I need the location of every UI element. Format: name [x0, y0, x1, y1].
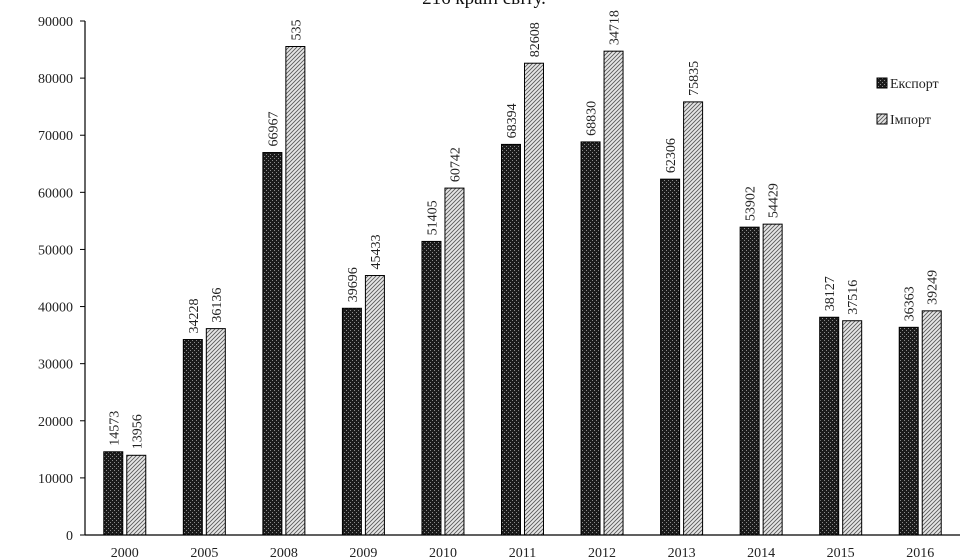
- bar-import-2000: [126, 454, 147, 536]
- chart-title: 216 країн світу.: [0, 0, 968, 10]
- data-label-import-2015: 37516: [846, 280, 861, 315]
- bar-group-2000: 14573 13956: [103, 411, 147, 536]
- x-tick-label: 2012: [588, 546, 616, 560]
- x-tick-label: 2008: [270, 546, 298, 560]
- legend-swatch-import: [876, 113, 888, 125]
- data-label-export-2016: 36363: [903, 286, 918, 321]
- bar-import-2013: [683, 101, 704, 536]
- y-tick-label: 0: [66, 529, 73, 544]
- legend: Експорт Імпорт: [876, 77, 939, 128]
- legend-swatch-export: [876, 77, 888, 89]
- bar-import-2009: [364, 275, 385, 536]
- y-tick-label: 90000: [38, 15, 73, 30]
- y-tick-label: 20000: [38, 415, 73, 430]
- bar-group-2012: 68830 34718: [580, 10, 624, 536]
- data-label-import-2012: 34718: [608, 10, 623, 45]
- bar-import-2015: [842, 320, 863, 536]
- data-label-export-2012: 68830: [585, 101, 600, 136]
- data-label-import-2014: 54429: [767, 183, 782, 218]
- x-tick-label: 2011: [509, 546, 536, 560]
- data-label-import-2013: 75835: [687, 61, 702, 96]
- bar-import-2012: [603, 50, 624, 536]
- bar-export-2011: [501, 143, 521, 536]
- bar-export-2009: [341, 307, 362, 536]
- bar-import-2011: [524, 62, 544, 536]
- x-tick-label: 2016: [906, 546, 934, 560]
- bar-import-2010: [444, 187, 465, 536]
- legend-label-import: Імпорт: [890, 113, 931, 128]
- data-label-export-2015: 38127: [823, 276, 838, 311]
- bar-export-2012: [580, 141, 601, 536]
- bar-group-2009: 39696 45433: [341, 235, 385, 536]
- data-label-import-2016: 39249: [926, 270, 941, 305]
- x-tick-label: 2013: [668, 546, 696, 560]
- bar-import-2005: [205, 328, 226, 536]
- legend-label-export: Експорт: [890, 77, 939, 92]
- x-tick-label: 2005: [190, 546, 218, 560]
- data-label-import-2010: 60742: [448, 147, 463, 182]
- y-tick-label: 30000: [38, 358, 73, 373]
- x-tick-label: 2010: [429, 546, 457, 560]
- y-tick-label: 80000: [38, 72, 73, 87]
- y-tick-label: 50000: [38, 243, 73, 258]
- x-tick-label: 2009: [349, 546, 377, 560]
- data-label-export-2000: 14573: [107, 411, 122, 446]
- data-label-import-2008: 535: [289, 20, 304, 41]
- x-tick-label: 2000: [111, 546, 139, 560]
- data-label-export-2011: 68394: [505, 103, 520, 138]
- bar-group-2010: 51405 60742: [421, 147, 465, 536]
- data-label-import-2005: 36136: [210, 288, 225, 323]
- y-tick-label: 70000: [38, 129, 73, 144]
- bar-import-2008: [285, 46, 306, 536]
- bar-export-2000: [103, 451, 124, 536]
- y-tick-label: 40000: [38, 301, 73, 316]
- bar-export-2014: [739, 226, 760, 536]
- bar-export-2013: [660, 178, 681, 536]
- y-tick-label: 10000: [38, 472, 73, 487]
- data-label-export-2014: 53902: [744, 186, 759, 221]
- bar-export-2005: [182, 339, 203, 536]
- bar-export-2016: [898, 326, 919, 536]
- data-label-export-2010: 51405: [425, 200, 440, 235]
- bar-import-2014: [762, 223, 783, 536]
- bar-group-2005: 34228 36136: [182, 288, 226, 536]
- bar-export-2008: [262, 152, 283, 536]
- data-label-import-2000: 13956: [130, 414, 145, 449]
- x-tick-label: 2015: [827, 546, 855, 560]
- data-label-export-2013: 62306: [664, 138, 679, 173]
- bar-group-2016: 36363 39249: [898, 270, 942, 536]
- data-label-import-2011: 82608: [528, 22, 543, 57]
- x-tick-label: 2014: [747, 546, 775, 560]
- bar-group-2008: 66967 535: [262, 20, 306, 536]
- data-label-export-2008: 66967: [266, 112, 281, 147]
- data-label-export-2005: 34228: [187, 299, 202, 334]
- bar-export-2010: [421, 240, 442, 536]
- bar-group-2014: 53902 54429: [739, 183, 783, 536]
- bar-export-2015: [819, 316, 840, 536]
- bar-group-2015: 38127 37516: [819, 276, 863, 536]
- bar-group-2013: 62306 75835: [660, 61, 704, 536]
- bar-import-2016: [921, 310, 942, 536]
- data-label-import-2009: 45433: [369, 235, 384, 270]
- y-tick-label: 60000: [38, 186, 73, 201]
- bar-group-2011: 68394 82608: [501, 22, 544, 536]
- data-label-export-2009: 39696: [346, 267, 361, 302]
